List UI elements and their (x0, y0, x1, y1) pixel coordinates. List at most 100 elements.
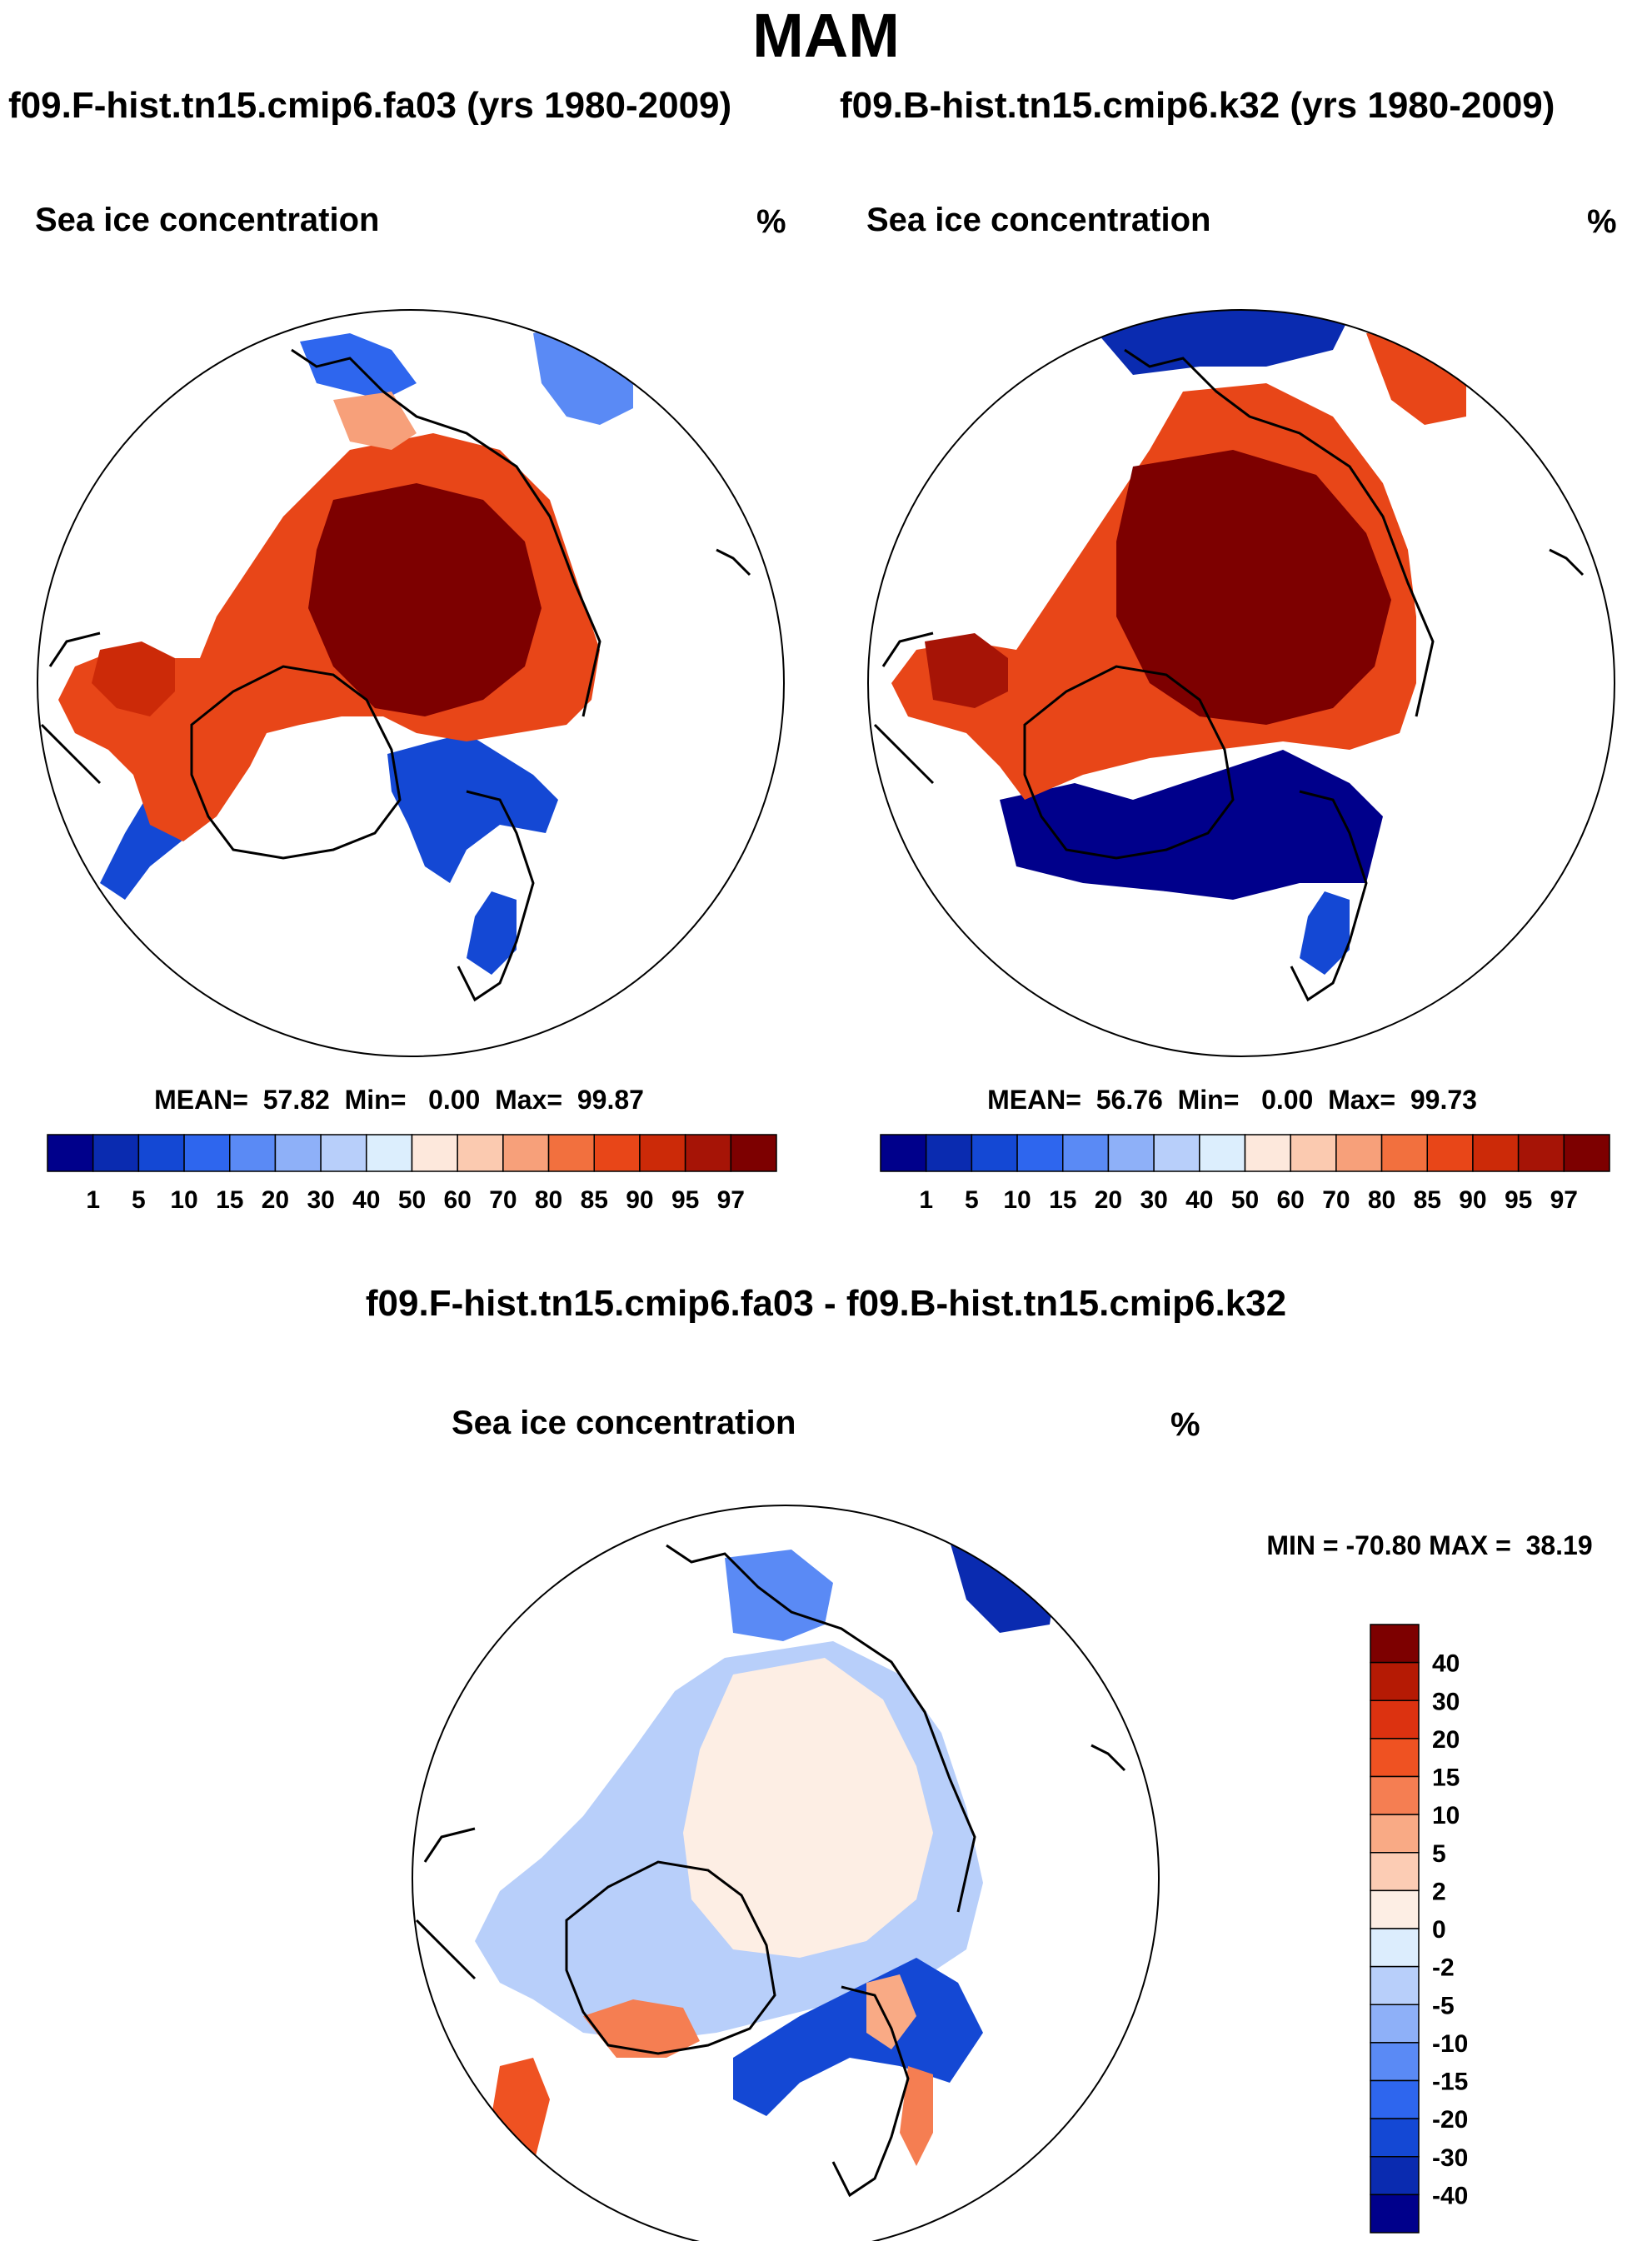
panel3-units: % (1170, 1406, 1200, 1443)
colorbar-3-swatch (1370, 2194, 1420, 2234)
colorbar-3-swatch (1370, 2156, 1420, 2196)
colorbar-3-label: -10 (1432, 2030, 1468, 2058)
colorbar-2-swatch (1380, 1134, 1428, 1172)
colorbar-3-label: 10 (1432, 1802, 1460, 1829)
colorbar-2-swatch (1426, 1134, 1474, 1172)
panel2-units: % (1587, 203, 1617, 240)
colorbar-2-label: 80 (1368, 1186, 1395, 1214)
colorbar-1-label: 85 (581, 1186, 608, 1214)
colorbar-3-label: -40 (1432, 2182, 1468, 2209)
colorbar-1-label: 90 (626, 1186, 653, 1214)
colorbar-3-label: -20 (1432, 2106, 1468, 2134)
colorbar-1-swatch (411, 1134, 458, 1172)
colorbar-3-swatch (1370, 1814, 1420, 1854)
colorbar-3-label: 20 (1432, 1726, 1460, 1754)
colorbar-1-swatch (229, 1134, 277, 1172)
colorbar-1-swatch (547, 1134, 595, 1172)
colorbar-3-swatch (1370, 1699, 1420, 1739)
colorbar-2-label: 40 (1185, 1186, 1213, 1214)
colorbar-1-label: 97 (717, 1186, 745, 1214)
colorbar-1-label: 95 (671, 1186, 699, 1214)
colorbar-3-label: -2 (1432, 1954, 1455, 1982)
colorbar-2-swatch (1153, 1134, 1200, 1172)
coastlines-1 (40, 348, 751, 1002)
panel1-title: Sea ice concentration (35, 202, 380, 238)
colorbar-2-swatch (971, 1134, 1018, 1172)
colorbar-3-label: 0 (1432, 1916, 1446, 1944)
panel1-stats: MEAN= 57.82 Min= 0.00 Max= 99.87 (154, 1085, 644, 1115)
colorbar-3-label: -5 (1432, 1992, 1455, 2019)
colorbar-2-label: 1 (919, 1186, 933, 1214)
colorbar-1-label: 10 (170, 1186, 197, 1214)
colorbar-1-swatch (684, 1134, 732, 1172)
map-panel-2 (867, 309, 1615, 1057)
panel3-title: Sea ice concentration (452, 1405, 796, 1441)
colorbar-2-swatch (1290, 1134, 1337, 1172)
colorbar-1: 1 5 10 15 20 30 40 50 60 70 80 85 90 95 97 (47, 1134, 777, 1214)
colorbar-3-swatch (1370, 2042, 1420, 2082)
colorbar-1-label: 20 (262, 1186, 289, 1214)
colorbar-2-label: 50 (1231, 1186, 1259, 1214)
colorbar-1-label: 40 (352, 1186, 380, 1214)
coastlines-3 (415, 1544, 1126, 2198)
colorbar-3-label: 40 (1432, 1650, 1460, 1678)
colorbar-3-swatch (1370, 1738, 1420, 1778)
colorbar-2-swatch (1199, 1134, 1246, 1172)
colorbar-3-swatch (1370, 2118, 1420, 2158)
colorbar-3-label: 2 (1432, 1878, 1446, 1905)
map-panel-3 (412, 1505, 1160, 2241)
colorbar-1-swatch (183, 1134, 231, 1172)
colorbar-2-label: 70 (1322, 1186, 1350, 1214)
colorbar-2-swatch (1517, 1134, 1565, 1172)
colorbar-2-label: 5 (965, 1186, 979, 1214)
colorbar-3-label: 15 (1432, 1764, 1460, 1792)
colorbar-2-swatch (1563, 1134, 1610, 1172)
colorbar-2-swatch (925, 1134, 973, 1172)
colorbar-3-swatch (1370, 1928, 1420, 1968)
colorbar-1-label: 60 (444, 1186, 472, 1214)
difference-title: f09.F-hist.tn15.cmip6.fa03 - f09.B-hist.… (365, 1283, 1287, 1324)
colorbar-2-label: 30 (1140, 1186, 1167, 1214)
colorbar-2-label: 90 (1459, 1186, 1486, 1214)
colorbar-3-label: 5 (1432, 1840, 1446, 1868)
colorbar-2-label: 15 (1049, 1186, 1076, 1214)
colorbar-1-swatch (92, 1134, 140, 1172)
colorbar-1-swatch (593, 1134, 641, 1172)
colorbar-1-label: 80 (535, 1186, 562, 1214)
colorbar-1-label: 50 (398, 1186, 426, 1214)
ice-field-1 (58, 317, 633, 975)
colorbar-1-label: 5 (132, 1186, 146, 1214)
colorbar-3-swatch (1370, 1624, 1420, 1664)
colorbar-3-swatch (1370, 1661, 1420, 1701)
colorbar-2: 1 5 10 15 20 30 40 50 60 70 80 85 90 95 97 (880, 1134, 1610, 1214)
colorbar-3-swatch (1370, 1852, 1420, 1892)
panel1-units: % (756, 203, 786, 240)
colorbar-1-swatch (47, 1134, 94, 1172)
panel2-stats: MEAN= 56.76 Min= 0.00 Max= 99.73 (987, 1085, 1477, 1115)
map-panel-1 (37, 309, 785, 1057)
colorbar-1-swatch (730, 1134, 777, 1172)
panel3-stats: MIN = -70.80 MAX = 38.19 (1266, 1530, 1593, 1560)
colorbar-3-swatch (1370, 1965, 1420, 2005)
colorbar-2-swatch (1472, 1134, 1520, 1172)
colorbar-1-swatch (366, 1134, 413, 1172)
colorbar-2-label: 60 (1277, 1186, 1305, 1214)
colorbar-3-label: -30 (1432, 2144, 1468, 2172)
colorbar-1-swatch (274, 1134, 322, 1172)
colorbar-2-swatch (880, 1134, 927, 1172)
season-title: MAM (752, 1, 900, 70)
colorbar-2-label: 85 (1414, 1186, 1441, 1214)
colorbar-1-label: 30 (307, 1186, 334, 1214)
colorbar-2-label: 10 (1003, 1186, 1031, 1214)
colorbar-3-swatch (1370, 2079, 1420, 2119)
colorbar-2-swatch (1107, 1134, 1155, 1172)
coastlines-2 (873, 348, 1585, 1002)
colorbar-2-label: 97 (1550, 1186, 1578, 1214)
panel2-title: Sea ice concentration (866, 202, 1211, 238)
colorbar-1-label: 15 (216, 1186, 243, 1214)
colorbar-1-swatch (137, 1134, 185, 1172)
colorbar-3-label: 30 (1432, 1688, 1460, 1715)
colorbar-3-swatch (1370, 2004, 1420, 2044)
colorbar-2-swatch (1335, 1134, 1383, 1172)
